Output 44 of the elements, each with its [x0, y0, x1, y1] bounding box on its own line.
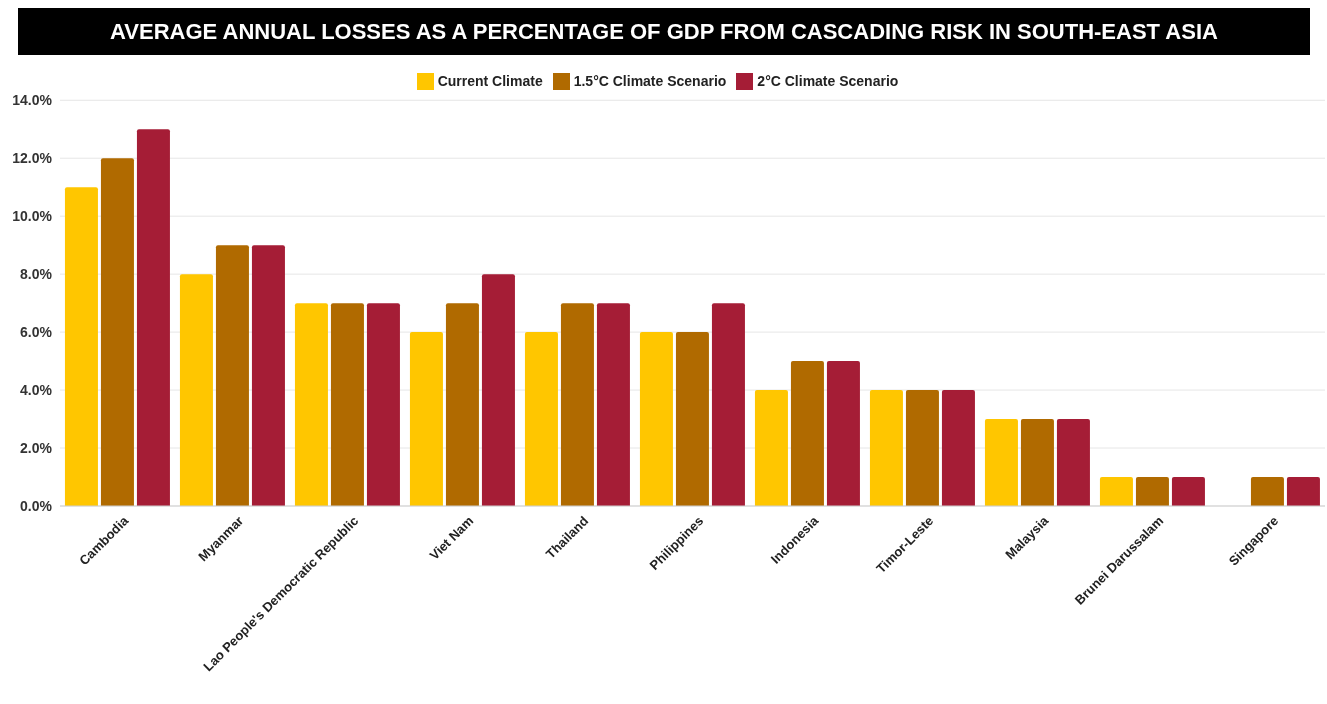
bar [136, 129, 170, 506]
bar [639, 332, 673, 506]
bar [560, 303, 594, 506]
y-tick-label: 14.0% [12, 92, 53, 109]
bar [1099, 477, 1133, 506]
bar [1020, 419, 1054, 506]
bar [711, 303, 745, 506]
bar [754, 390, 788, 506]
bar [215, 245, 249, 506]
y-tick-label: 10.0% [12, 208, 53, 225]
bar [596, 303, 630, 506]
legend-label: 1.5°C Climate Scenario [573, 73, 727, 89]
bar [179, 274, 213, 506]
y-tick-label: 4.0% [20, 382, 53, 399]
bar [675, 332, 709, 506]
y-tick-label: 2.0% [20, 440, 53, 457]
legend-label: 2°C Climate Scenario [757, 73, 899, 89]
bar [409, 332, 443, 506]
bar [251, 245, 285, 506]
y-tick-label: 12.0% [12, 150, 53, 167]
y-tick-label: 6.0% [20, 324, 53, 341]
y-tick-label: 8.0% [20, 266, 53, 283]
legend-label: Current Climate [437, 73, 543, 89]
bar [1250, 477, 1284, 506]
bar [905, 390, 939, 506]
bar [1171, 477, 1205, 506]
chart-title: AVERAGE ANNUAL LOSSES AS A PERCENTAGE OF GDP FROM CASCADING RISK IN SOUTH-EAST ASIA [18, 8, 1310, 55]
bar [941, 390, 975, 506]
bar [366, 303, 400, 506]
bar [100, 158, 134, 506]
bar [826, 361, 860, 506]
bar [445, 303, 479, 506]
bar [790, 361, 824, 506]
bar [64, 187, 98, 506]
bar [481, 274, 515, 506]
bar [1056, 419, 1090, 506]
bar [984, 419, 1018, 506]
y-tick-label: 0.0% [20, 497, 53, 514]
bar [1286, 477, 1320, 506]
bar [1135, 477, 1169, 506]
bar [524, 332, 558, 506]
bar [330, 303, 364, 506]
bar [294, 303, 328, 506]
bar [869, 390, 903, 506]
